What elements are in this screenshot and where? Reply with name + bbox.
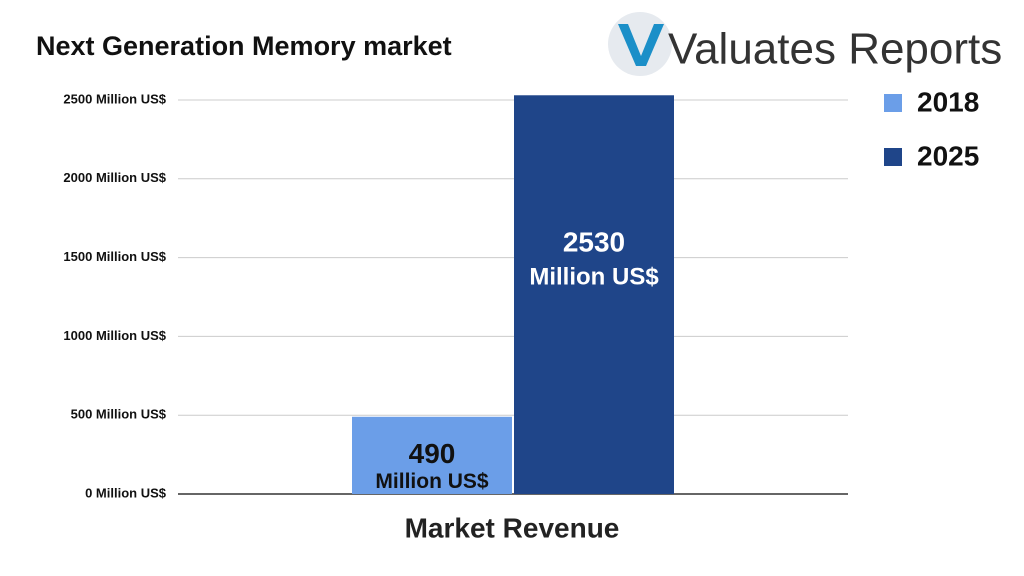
legend-label: 2018 <box>917 86 979 117</box>
data-label: 2530 Million US$ <box>529 227 659 291</box>
legend-swatch <box>884 94 902 112</box>
data-label-number: 490 <box>409 438 456 469</box>
y-tick-label: 500 Million US$ <box>71 407 167 422</box>
data-label-unit: Million US$ <box>529 264 659 291</box>
logo-circle <box>608 12 672 76</box>
data-label: 490 Million US$ <box>375 438 488 492</box>
x-axis-label: Market Revenue <box>405 512 620 543</box>
x-tick-label-hidden: Market Revenue <box>406 512 621 543</box>
logo: Valuates Reports <box>608 12 1002 76</box>
y-tick-label: 1500 Million US$ <box>63 249 166 264</box>
data-label-number: 2530 <box>563 227 625 258</box>
bar <box>514 95 674 494</box>
y-tick-label: 1000 Million US$ <box>63 328 166 343</box>
data-label-unit: Million US$ <box>375 470 488 493</box>
logo-mark <box>618 24 664 66</box>
y-tick-label: 2500 Million US$ <box>63 91 166 106</box>
chart-title: Next Generation Memory market <box>36 31 452 61</box>
legend-label: 2025 <box>917 140 979 171</box>
logo-text: Valuates Reports <box>668 25 1002 74</box>
y-tick-label: 0 Million US$ <box>85 485 167 500</box>
bar <box>352 416 512 494</box>
legend-swatch <box>884 148 902 166</box>
y-tick-label: 2000 Million US$ <box>63 170 166 185</box>
